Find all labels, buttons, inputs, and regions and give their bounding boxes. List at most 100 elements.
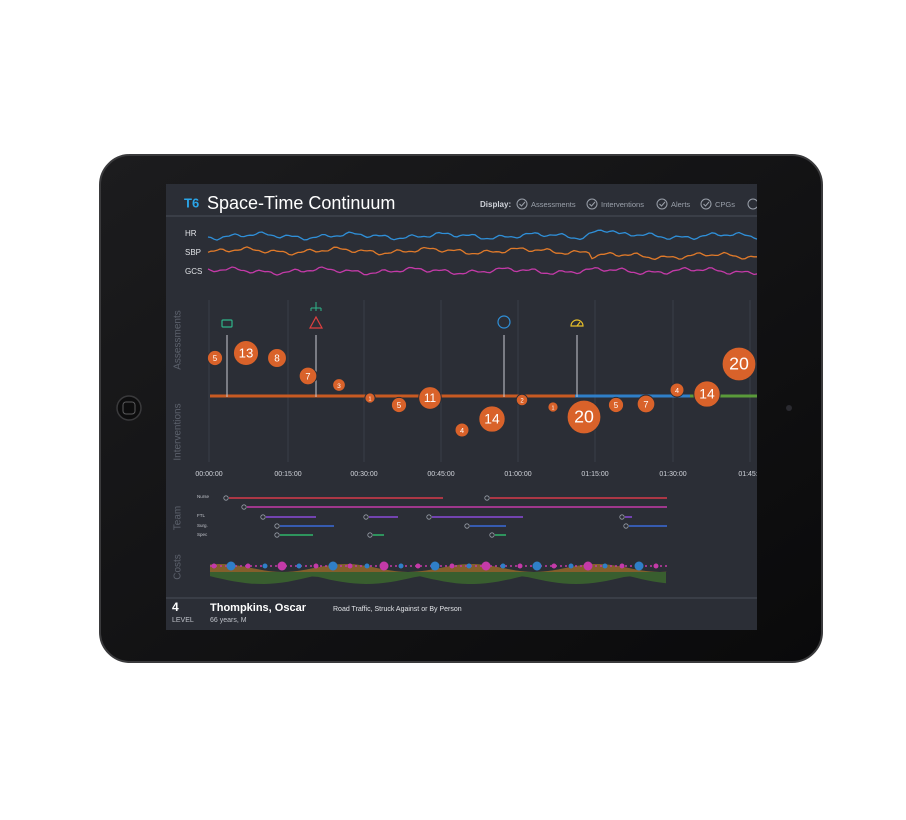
- cost-dot: [415, 563, 421, 569]
- home-button[interactable]: [116, 395, 142, 421]
- event-count: 5: [614, 401, 619, 410]
- display-option: Interventions: [601, 200, 644, 209]
- time-label: 00:30:00: [350, 471, 377, 478]
- cost-dot: [262, 563, 268, 569]
- display-option: Alerts: [671, 200, 690, 209]
- option-check: [700, 198, 712, 210]
- cost-dot: [226, 561, 236, 571]
- team-role: Spec: [197, 532, 208, 537]
- section-label: Assessments: [173, 310, 184, 369]
- alert-icon: [308, 315, 324, 329]
- team-start: [426, 514, 432, 520]
- team-start: [223, 495, 229, 501]
- display-option: CPGs: [715, 200, 735, 209]
- vital-trace: [207, 266, 757, 276]
- event-count: 8: [274, 354, 280, 365]
- cost-dot: [211, 563, 217, 569]
- check-icon: [497, 315, 511, 329]
- event-bubble: [390, 396, 408, 414]
- section-label: Costs: [173, 554, 184, 580]
- incident: Road Traffic, Struck Against or By Perso…: [333, 606, 462, 613]
- team-start: [260, 514, 266, 520]
- home-icon: [122, 401, 136, 415]
- level: 4: [172, 600, 179, 614]
- event-count: 7: [643, 399, 648, 409]
- event-count: 14: [484, 411, 500, 427]
- option-tick: [659, 201, 666, 207]
- cost-dot: [532, 561, 542, 571]
- cost-dot: [449, 563, 455, 569]
- event-bubble: [206, 349, 224, 367]
- time-label: 01:30:00: [659, 471, 686, 478]
- event-bubble: [232, 339, 260, 367]
- event-count: 13: [239, 345, 254, 360]
- event-bubble: [332, 378, 346, 392]
- option-check: [516, 198, 528, 210]
- event-count: 1: [552, 405, 555, 411]
- logo: T6: [184, 195, 199, 210]
- event-bubble: [418, 386, 442, 410]
- gauge-icon: [570, 319, 584, 327]
- section-label: Team: [173, 506, 184, 530]
- event-count: 4: [675, 386, 679, 395]
- event-bubble: [669, 382, 685, 398]
- event-bubble: [298, 366, 318, 386]
- option-tick: [589, 201, 596, 207]
- cost-area: [210, 564, 667, 572]
- cost-dot: [634, 561, 644, 571]
- vital-label: GCS: [185, 267, 202, 276]
- team-role: FTL: [197, 513, 205, 518]
- event-bubble: [607, 396, 625, 414]
- time-label: 01:15:00: [581, 471, 608, 478]
- cost-dot: [245, 563, 251, 569]
- event-bubble: [693, 380, 721, 408]
- cost-dot: [398, 563, 404, 569]
- cost-dot: [364, 563, 370, 569]
- cost-dot: [551, 563, 557, 569]
- team-role: Surg.: [197, 523, 208, 528]
- split-icon: [310, 302, 322, 311]
- title: Space-Time Continuum: [207, 193, 395, 213]
- camera-icon: [221, 319, 233, 328]
- cost-dot: [296, 563, 302, 569]
- event-bubble: [547, 401, 559, 413]
- display-label: Display:: [480, 200, 511, 209]
- cost-dot: [583, 561, 593, 571]
- patient-details: 66 years, M: [210, 617, 247, 624]
- team-role: Nurse: [197, 494, 210, 499]
- cost-dot: [379, 561, 389, 571]
- time-label: 01:00:00: [504, 471, 531, 478]
- option-tick: [703, 201, 710, 207]
- event-count: 20: [729, 354, 749, 374]
- option-check: [586, 198, 598, 210]
- time-label: 00:00:00: [195, 471, 222, 478]
- screen-content: T6 Space-Time Continuum Display: 4 LEVEL…: [166, 193, 757, 624]
- cost-dot: [481, 561, 491, 571]
- cost-dot: [568, 563, 574, 569]
- vital-label: SBP: [185, 248, 201, 257]
- team-start: [619, 514, 625, 520]
- event-count: 11: [424, 391, 437, 405]
- team-start: [489, 532, 495, 538]
- camera: [786, 405, 792, 411]
- event-bubble: [636, 394, 656, 414]
- time-label: 00:45:00: [427, 471, 454, 478]
- vital-label: HR: [185, 229, 197, 238]
- cost-dot: [602, 563, 608, 569]
- cost-dot: [430, 561, 440, 571]
- event-count: 14: [699, 386, 715, 402]
- cost-dot: [466, 563, 472, 569]
- event-bubble: [515, 393, 529, 407]
- team-start: [367, 532, 373, 538]
- event-bubble: [454, 422, 470, 438]
- option-check: [747, 198, 757, 210]
- level-label: LEVEL: [172, 617, 194, 624]
- team-start: [363, 514, 369, 520]
- event-count: 2: [520, 399, 524, 405]
- event-count: 5: [213, 354, 218, 363]
- option-tick: [519, 201, 526, 207]
- cost-dot: [328, 561, 338, 571]
- option-check: [656, 198, 668, 210]
- event-bubble: [478, 405, 506, 433]
